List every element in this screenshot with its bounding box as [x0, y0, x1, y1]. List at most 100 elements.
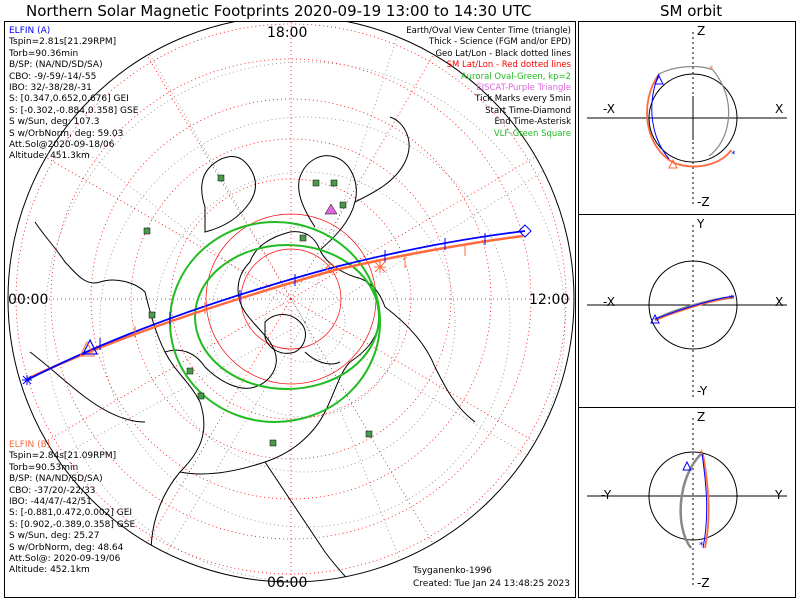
- axis-bottom: -Z: [697, 576, 710, 590]
- axis-left: -Y: [601, 488, 612, 502]
- legend-item: Geo Lat/Lon - Black dotted lines: [435, 48, 571, 59]
- orbit-yz-gray: [679, 453, 702, 549]
- elfin-a-line: IBO: 32/-38/28/-31: [9, 83, 92, 94]
- legend-item: SM Lat/Lon - Red dotted lines: [446, 60, 571, 71]
- elfin-a-line: B/SP: (NA/ND/SD/SA): [9, 60, 103, 71]
- axis-right: Y: [775, 488, 783, 502]
- vlf-square: [339, 201, 347, 209]
- vlf-square: [217, 174, 225, 182]
- eiscat-triangle: [324, 203, 338, 215]
- legend-item: EISCAT-Purple Triangle: [476, 83, 571, 94]
- elfin-a-line: Torb=90.36min: [9, 48, 79, 59]
- auroral-oval: [169, 221, 381, 423]
- svg-text:*: *: [729, 294, 734, 304]
- elfin-b-track: [26, 234, 524, 381]
- vlf-square: [330, 179, 338, 187]
- axis-top: Z: [697, 24, 706, 38]
- elfin-b-line: S: [-0.881,0.472,0.002] GEI: [9, 508, 133, 519]
- legend-item: Earth/Oval View Center Time (triangle): [406, 26, 571, 36]
- elfin-b-line: Att.Sol@: 2020-09-19/06: [9, 554, 121, 565]
- axis-right: X: [775, 295, 784, 309]
- credit-label: Tsyganenko-1996: [413, 566, 492, 576]
- elfin-b-line: S w/Sun, deg: 25.27: [9, 531, 100, 542]
- vlf-square: [312, 179, 320, 187]
- elfin-a-end-asterisk: [22, 375, 32, 385]
- legend: Earth/Oval View Center Time (triangle) T…: [406, 26, 571, 140]
- axis-left: -X: [603, 295, 615, 309]
- axis-bottom: -Z: [697, 195, 710, 209]
- map-svg: [7, 22, 575, 583]
- elfin-b-line: B/SP: (NA/ND/SD/SA): [9, 474, 103, 485]
- time-label-top: 18:00: [267, 25, 308, 41]
- axis-bottom: -Y: [697, 384, 708, 398]
- svg-text:*: *: [731, 150, 736, 160]
- elfin-b-line: S w/OrbNorm, deg: 48.64: [9, 542, 124, 553]
- vlf-square: [365, 430, 373, 438]
- legend-item: Start Time-Diamond: [485, 105, 571, 116]
- vlf-square: [143, 227, 151, 235]
- elfin-b-line: Torb=90.53min: [9, 462, 79, 473]
- svg-text:*: *: [699, 449, 704, 459]
- legend-item: End Time-Asterisk: [494, 117, 571, 128]
- svg-text:*: *: [709, 65, 714, 75]
- elfin-a-line: S w/OrbNorm, deg: 59.03: [9, 128, 124, 139]
- orbit-panel-xy: * Y -Y -X X: [578, 214, 796, 409]
- orbit-yz-b: [702, 453, 710, 549]
- elfin-a-line: S w/Sun, deg: 107.3: [9, 117, 100, 128]
- elfin-b-line: Altitude: 452.1km: [9, 565, 90, 576]
- orbit-xy-b: [654, 296, 735, 321]
- legend-item: Thick - Science (FGM and/or EPD): [428, 37, 571, 48]
- svg-text:*: *: [699, 541, 704, 551]
- vlf-square: [197, 392, 205, 400]
- orbit-title: SM orbit: [660, 2, 723, 20]
- elfin-a-line: CBO: -9/-59/-14/-55: [9, 71, 97, 82]
- time-label-right: 12:00: [529, 292, 570, 308]
- vlf-stations: [143, 174, 373, 447]
- axis-top: Y: [697, 217, 705, 231]
- orbit-panel-xz: * * Z -Z -X X: [578, 21, 796, 216]
- elfin-b-center-triangle: [79, 340, 95, 357]
- sm-grid: [8, 22, 574, 582]
- vlf-square: [299, 234, 307, 242]
- orbit-xz-gray: [658, 65, 730, 157]
- elfin-a-info: ELFIN (A) Tspin=2.81s[21.29RPM] Torb=90.…: [9, 26, 138, 163]
- orbit-xz-b: [646, 73, 732, 168]
- elfin-a-line: Tspin=2.81s[21.29RPM]: [9, 37, 117, 48]
- elfin-a-line: Altitude: 451.3km: [9, 151, 90, 162]
- time-label-bottom: 06:00: [267, 575, 308, 591]
- elfin-a-center-triangle: [82, 338, 98, 355]
- created-timestamp: Created: Tue Jan 24 13:48:25 2023: [413, 579, 570, 589]
- elfin-b-line: Tspin=2.84s[21.09RPM]: [9, 451, 117, 462]
- plot-title: Northern Solar Magnetic Footprints 2020-…: [26, 2, 532, 20]
- coastlines: [29, 116, 476, 582]
- orbit-panel-yz: * * Z -Z -Y Y: [578, 407, 796, 598]
- elfin-b-info: ELFIN (B) Tspin=2.84s[21.09RPM] Torb=90.…: [9, 440, 135, 577]
- elfin-b-name: ELFIN (B): [9, 440, 51, 450]
- vlf-square: [186, 367, 194, 375]
- legend-item: Tick Marks every 5min: [475, 94, 571, 105]
- axis-top: Z: [697, 410, 706, 424]
- elfin-a-track: [26, 230, 526, 381]
- footprint-map: 18:00 00:00 12:00 06:00 ELFIN (A) Tspin=…: [4, 21, 576, 598]
- elfin-b-line: IBO: -44/47/-42/51: [9, 497, 92, 508]
- elfin-b-ticks: [134, 244, 466, 338]
- vlf-square: [148, 311, 156, 319]
- orbit-yz-svg: * *: [587, 418, 787, 588]
- elfin-a-name: ELFIN (A): [9, 26, 51, 36]
- axis-left: -X: [603, 102, 615, 116]
- elfin-a-line: S: [-0.302,-0.884,0.358] GSE: [9, 105, 139, 116]
- vlf-square: [269, 439, 277, 447]
- orbit-xy-a: [654, 295, 735, 320]
- elfin-b-line: S: [0.902,-0.389,0.358] GSE: [9, 519, 136, 530]
- elfin-b-start-diamond: [325, 262, 337, 274]
- legend-item: VLF-Green Square: [493, 128, 571, 139]
- orbit-xz-svg: * *: [587, 32, 787, 205]
- orbit-xz-a: [651, 73, 670, 160]
- orbit-yz-a: [701, 453, 708, 549]
- time-label-left: 00:00: [8, 292, 49, 308]
- elfin-a-line: S: [0.347,0.652,0.676] GEI: [9, 94, 129, 105]
- elfin-b-end-asterisk: [374, 261, 386, 273]
- orbit-xy-gray: [654, 295, 735, 322]
- orbit-xy-svg: *: [587, 225, 787, 398]
- elfin-a-line: Att.Sol@2020-09-18/06: [9, 140, 115, 151]
